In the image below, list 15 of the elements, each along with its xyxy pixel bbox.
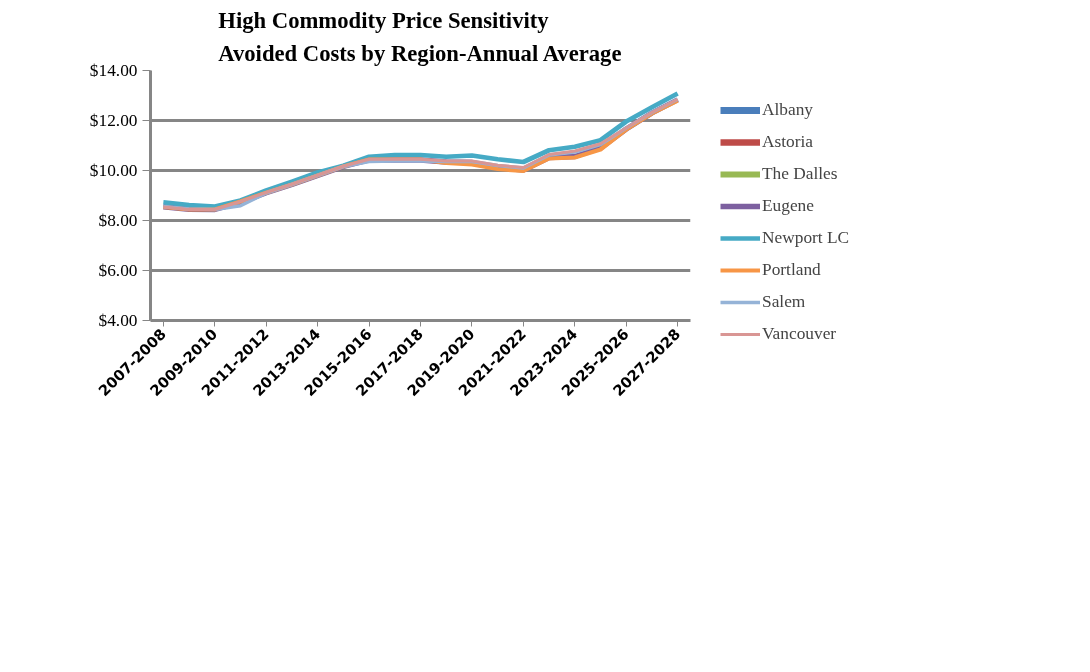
legend-label: Eugene	[762, 196, 814, 216]
chart-title: High Commodity Price Sensitivity Avoided Costs by Region-Annual Average	[218, 8, 622, 66]
legend-label: Vancouver	[762, 324, 837, 344]
y-tick-label: $12.00	[89, 111, 138, 130]
y-tick-label: $10.00	[89, 161, 138, 180]
y-tick-label: $4.00	[98, 311, 138, 330]
legend-label: Salem	[762, 292, 806, 312]
y-tick-label: $6.00	[98, 261, 138, 280]
legend-label: Astoria	[762, 132, 814, 152]
legend-label: Newport LC	[762, 228, 850, 248]
legend-label: Portland	[762, 260, 821, 280]
y-tick-label: $8.00	[98, 211, 138, 230]
legend-label: Albany	[762, 100, 814, 120]
legend-label: The Dalles	[762, 164, 838, 184]
y-tick-label: $14.00	[89, 61, 138, 80]
